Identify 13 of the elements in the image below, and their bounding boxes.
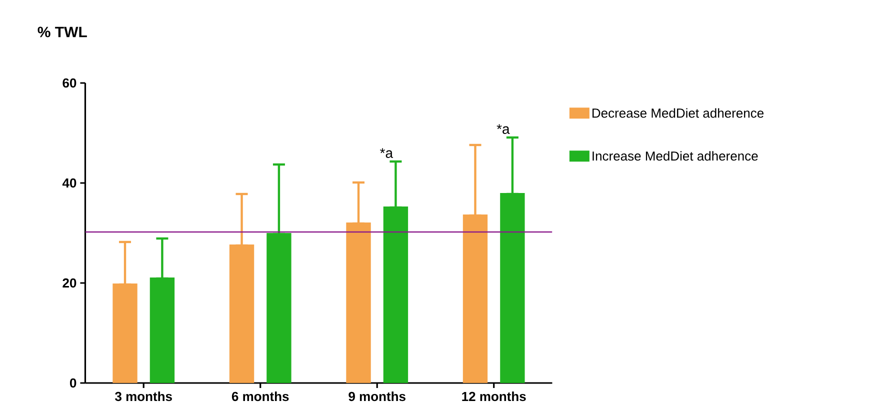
- x-tick-label: 6 months: [232, 391, 289, 401]
- legend-label: Decrease MedDiet adherence: [592, 108, 764, 118]
- y-tick-label: 0: [70, 378, 76, 388]
- y-tick-label: 20: [62, 278, 76, 288]
- x-tick-label: 3 months: [115, 391, 172, 401]
- x-tick-label: 9 months: [348, 391, 406, 401]
- chart-title: % TWL: [38, 26, 87, 38]
- legend-label: Increase MedDiet adherence: [592, 150, 758, 160]
- annotation: *a: [496, 124, 510, 134]
- y-tick-label: 60: [62, 78, 76, 88]
- y-tick-label: 40: [62, 178, 76, 188]
- x-tick-label: 12 months: [462, 391, 526, 401]
- annotation: *a: [380, 148, 394, 158]
